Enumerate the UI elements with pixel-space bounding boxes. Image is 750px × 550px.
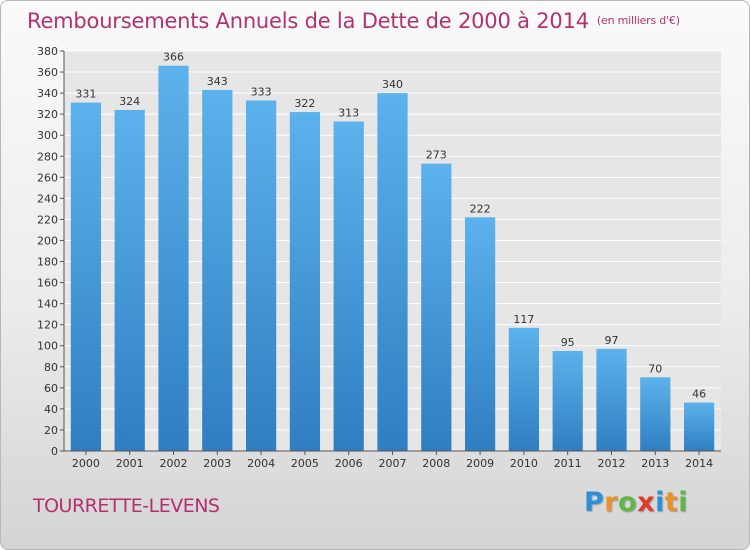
- bar: [70, 102, 102, 451]
- bar-value-label: 46: [692, 388, 706, 401]
- y-tick-label: 120: [37, 319, 58, 332]
- x-tick-label: 2009: [466, 457, 494, 470]
- y-tick-label: 20: [44, 424, 58, 437]
- bar: [464, 217, 496, 451]
- x-tick-label: 2012: [598, 457, 626, 470]
- bar-value-label: 331: [75, 88, 96, 101]
- x-tick-label: 2010: [510, 457, 538, 470]
- logo-letter: i: [655, 487, 665, 518]
- y-tick-label: 80: [44, 361, 58, 374]
- bar: [333, 121, 364, 452]
- y-tick-label: 300: [37, 129, 58, 142]
- y-tick-label: 40: [44, 403, 58, 416]
- x-tick-label: 2008: [422, 457, 450, 470]
- y-tick-label: 240: [37, 192, 58, 205]
- logo-letter: i: [678, 487, 689, 518]
- x-tick-label: 2005: [291, 457, 319, 470]
- y-tick-label: 200: [37, 234, 58, 247]
- bar-value-label: 333: [251, 85, 272, 98]
- chart-title: Remboursements Annuels de la Dette de 20…: [27, 9, 680, 33]
- axes: 0 20 40 60 80 100 120 140 160 180 200 220 240 260 280 3…: [37, 45, 721, 470]
- bar-value-label: 366: [163, 51, 184, 64]
- y-tick-label: 180: [37, 256, 58, 269]
- x-tick-label: 2003: [203, 457, 231, 470]
- y-tick-label: 0: [51, 445, 58, 458]
- x-tick-label: 2004: [247, 457, 275, 470]
- bar-value-label: 340: [382, 78, 403, 91]
- x-tick-label: 2000: [72, 457, 100, 470]
- bar-value-label: 95: [561, 336, 575, 349]
- bar: [289, 112, 321, 451]
- y-tick-label: 100: [37, 340, 58, 353]
- bar: [158, 65, 189, 451]
- bar: [377, 93, 408, 452]
- y-tick-label: 220: [37, 213, 58, 226]
- x-tick-label: 2007: [379, 457, 407, 470]
- bar: [683, 402, 715, 451]
- bar-value-label: 324: [119, 95, 140, 108]
- y-tick-label: 60: [44, 382, 58, 395]
- chart-title-text: Remboursements Annuels de la Dette de 20…: [27, 9, 589, 33]
- y-tick-label: 260: [37, 171, 58, 184]
- y-tick-label: 140: [37, 298, 58, 311]
- bar: [508, 327, 540, 451]
- y-tick-label: 160: [37, 277, 58, 290]
- x-tick-label: 2002: [160, 457, 188, 470]
- logo-letter: x: [637, 487, 656, 518]
- bar-value-label: 273: [426, 149, 447, 162]
- x-tick-label: 2001: [116, 457, 144, 470]
- logo-letter: o: [618, 487, 638, 518]
- y-tick-label: 320: [37, 108, 58, 121]
- x-tick-label: 2014: [685, 457, 713, 470]
- bar-value-label: 313: [338, 107, 359, 120]
- y-tick-label: 340: [37, 87, 58, 100]
- location-name: TOURRETTE-LEVENS: [33, 495, 220, 517]
- bar: [245, 100, 277, 451]
- bar: [114, 109, 145, 452]
- bar: [421, 163, 452, 451]
- bar-value-label: 222: [470, 202, 491, 215]
- y-tick-label: 360: [37, 66, 58, 79]
- x-tick-label: 2011: [554, 457, 582, 470]
- x-tick-label: 2006: [335, 457, 363, 470]
- proxiti-logo: Proxiti: [584, 487, 688, 518]
- bar: [552, 351, 583, 451]
- logo-letter: P: [584, 487, 605, 518]
- bar-value-label: 343: [207, 75, 228, 88]
- bar-value-label: 70: [648, 362, 662, 375]
- logo-letter: t: [664, 487, 679, 518]
- bar-value-label: 322: [294, 97, 315, 110]
- bar: [596, 348, 627, 451]
- bar: [640, 377, 671, 451]
- bars: 331 324 366 343 333 322 313 340 273 222 117 95 97 70 4…: [70, 51, 715, 452]
- y-tick-label: 280: [37, 150, 58, 163]
- bar: [202, 89, 233, 452]
- chart-subtitle: (en milliers d'€): [596, 14, 680, 27]
- x-tick-label: 2013: [641, 457, 669, 470]
- y-tick-label: 380: [37, 45, 58, 58]
- bar-value-label: 97: [605, 334, 619, 347]
- logo-letter: r: [604, 487, 619, 518]
- bar-value-label: 117: [513, 313, 534, 326]
